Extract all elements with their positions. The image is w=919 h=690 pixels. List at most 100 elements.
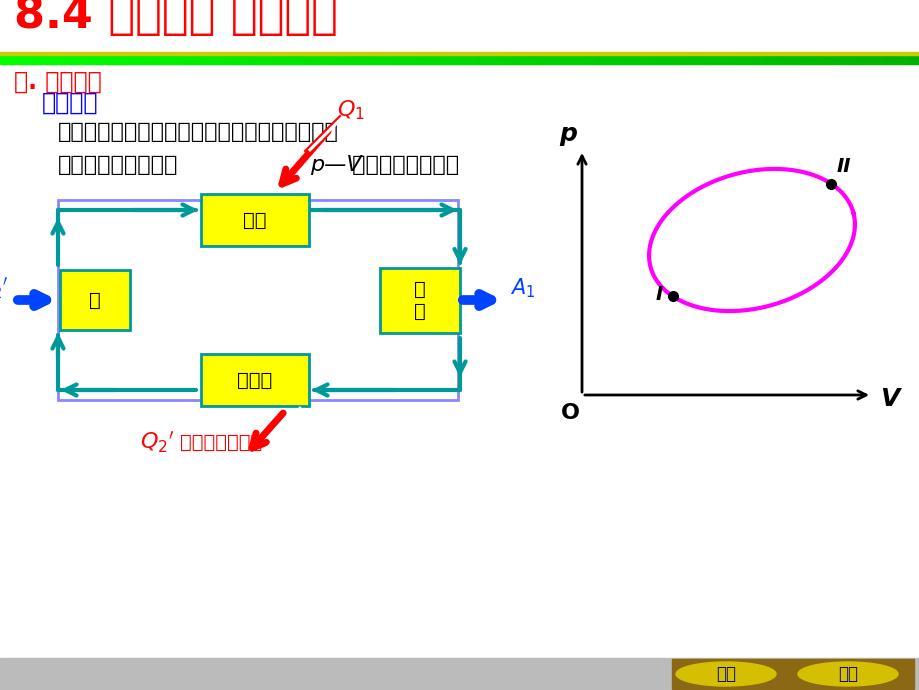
Bar xyxy=(698,54,699,64)
Bar xyxy=(535,54,536,64)
Bar xyxy=(142,54,144,64)
Bar xyxy=(512,54,513,64)
Bar xyxy=(151,54,152,64)
Bar xyxy=(405,54,406,64)
Bar xyxy=(233,54,234,64)
Bar xyxy=(51,54,52,64)
Bar xyxy=(834,54,835,64)
Bar xyxy=(858,54,859,64)
Bar xyxy=(15,54,16,64)
Bar xyxy=(158,54,159,64)
Bar xyxy=(860,54,861,64)
Bar xyxy=(872,54,873,64)
Bar xyxy=(393,54,394,64)
Text: $A_1$: $A_1$ xyxy=(509,276,535,299)
Bar xyxy=(614,54,616,64)
Bar xyxy=(389,54,390,64)
Bar xyxy=(113,54,114,64)
Bar xyxy=(581,54,582,64)
Bar xyxy=(832,54,834,64)
Bar xyxy=(870,54,871,64)
Bar xyxy=(70,54,71,64)
Text: O: O xyxy=(560,403,579,423)
Bar xyxy=(679,54,680,64)
Bar xyxy=(639,54,640,64)
Bar xyxy=(612,54,613,64)
Bar xyxy=(6,54,7,64)
Bar xyxy=(716,54,717,64)
Bar xyxy=(160,54,161,64)
Bar xyxy=(331,54,332,64)
Bar xyxy=(184,54,185,64)
Bar xyxy=(542,54,543,64)
Bar xyxy=(302,54,303,64)
Bar xyxy=(44,54,45,64)
Bar xyxy=(315,54,317,64)
Bar xyxy=(274,54,275,64)
Bar xyxy=(254,54,255,64)
Bar xyxy=(285,54,286,64)
Bar xyxy=(627,54,628,64)
Bar xyxy=(372,54,374,64)
Bar xyxy=(529,54,530,64)
Bar xyxy=(712,54,713,64)
Bar xyxy=(866,54,867,64)
Bar xyxy=(134,54,135,64)
Bar xyxy=(313,54,314,64)
Bar xyxy=(667,54,668,64)
Bar xyxy=(540,54,541,64)
Bar xyxy=(723,54,724,64)
Bar xyxy=(757,54,758,64)
Bar xyxy=(417,54,418,64)
Bar xyxy=(838,54,839,64)
Bar xyxy=(845,54,846,64)
Bar xyxy=(665,54,666,64)
Bar xyxy=(279,54,280,64)
Bar xyxy=(886,54,887,64)
Bar xyxy=(446,54,447,64)
Bar xyxy=(648,54,650,64)
Bar xyxy=(687,54,688,64)
Text: 冷却器: 冷却器 xyxy=(237,371,272,389)
Text: 8.4 循环过程 卡诺循环: 8.4 循环过程 卡诺循环 xyxy=(14,0,337,37)
Bar xyxy=(424,54,425,64)
Bar xyxy=(24,54,25,64)
Bar xyxy=(368,54,369,64)
Text: 泵: 泵 xyxy=(89,290,101,310)
Bar xyxy=(475,54,476,64)
Bar xyxy=(1,54,2,64)
Bar xyxy=(779,54,780,64)
Bar xyxy=(675,54,676,64)
Bar xyxy=(572,54,573,64)
Bar xyxy=(443,54,444,64)
Bar xyxy=(398,54,399,64)
Bar xyxy=(756,54,757,64)
Bar xyxy=(839,54,840,64)
Bar xyxy=(445,54,446,64)
Bar xyxy=(449,54,450,64)
Bar xyxy=(340,54,341,64)
Bar xyxy=(413,54,414,64)
Bar xyxy=(761,54,762,64)
Bar xyxy=(585,54,586,64)
Bar xyxy=(47,54,48,64)
Bar xyxy=(735,54,736,64)
Bar xyxy=(857,54,858,64)
Bar xyxy=(351,54,352,64)
Bar xyxy=(765,54,766,64)
Bar xyxy=(56,54,57,64)
Bar xyxy=(549,54,550,64)
Bar xyxy=(195,54,196,64)
Bar xyxy=(495,54,496,64)
Bar xyxy=(890,54,891,64)
Bar xyxy=(790,54,791,64)
Bar xyxy=(159,54,160,64)
Bar xyxy=(7,54,8,64)
Bar xyxy=(817,54,818,64)
Bar xyxy=(473,54,474,64)
Bar xyxy=(732,54,733,64)
Bar xyxy=(750,54,751,64)
Bar xyxy=(602,54,604,64)
Bar xyxy=(721,54,722,64)
Bar xyxy=(550,54,551,64)
